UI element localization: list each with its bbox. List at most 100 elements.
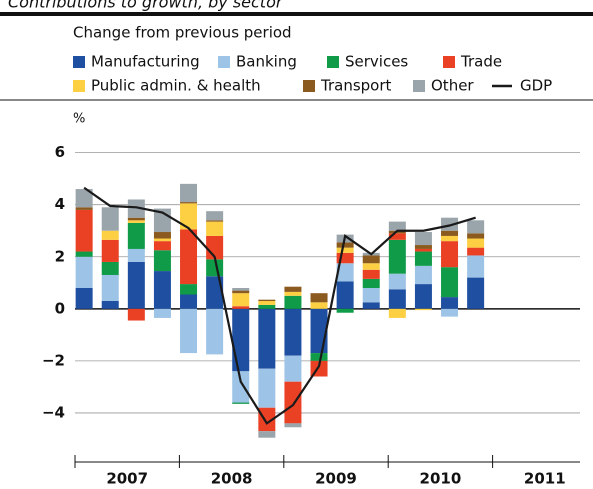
y-tick-label: 0 xyxy=(55,299,65,317)
bar-segment xyxy=(336,242,354,248)
top-rule xyxy=(0,12,593,16)
legend-label: GDP xyxy=(520,77,552,95)
bar-segment xyxy=(180,308,198,354)
legend-swatch xyxy=(413,80,425,92)
bar-segment xyxy=(258,299,276,302)
bar-segment xyxy=(180,284,198,295)
y-tick-label: 4 xyxy=(55,195,65,213)
bar-segment xyxy=(180,229,198,285)
x-tick-label: 2007 xyxy=(106,470,148,488)
gdp-line xyxy=(83,186,476,425)
bar-segment xyxy=(206,220,224,222)
bar-segment xyxy=(467,238,485,248)
legend-swatch xyxy=(73,56,85,68)
bar-segment xyxy=(180,202,198,204)
bar-segment xyxy=(310,293,328,303)
legend-label: Trade xyxy=(460,53,502,71)
bar-segment xyxy=(232,308,250,372)
bar-segment xyxy=(75,189,93,208)
legend-swatch xyxy=(73,80,85,92)
bar-segment xyxy=(388,273,406,290)
bar-segment xyxy=(153,271,171,309)
legend-label: Transport xyxy=(320,77,392,95)
bar-segment xyxy=(284,423,302,428)
y-tick-label: −4 xyxy=(42,403,65,421)
bar-segment xyxy=(336,247,354,253)
bar-segment xyxy=(232,402,250,404)
legend-label: Services xyxy=(345,53,408,71)
legend-label: Manufacturing xyxy=(91,53,200,71)
x-tick-label: 2010 xyxy=(420,470,462,488)
bar-segment xyxy=(362,287,380,303)
bar-segment xyxy=(258,407,276,432)
bar-segment xyxy=(258,308,276,369)
bar-segment xyxy=(258,304,276,309)
subtitle: Change from previous period xyxy=(73,24,292,42)
bar-segment xyxy=(206,308,224,355)
bar-segment xyxy=(414,251,432,266)
bar-segment xyxy=(362,255,380,264)
bar-segment xyxy=(206,211,224,221)
legend-swatch xyxy=(327,56,339,68)
bar-segment xyxy=(258,368,276,408)
bar-segment xyxy=(336,263,354,282)
bar-segment xyxy=(101,239,119,262)
bar-segment xyxy=(414,232,432,246)
x-tick-label: 2011 xyxy=(524,470,566,488)
bar-segment xyxy=(467,247,485,256)
bar-segment xyxy=(127,308,145,321)
bar-segment xyxy=(467,277,485,309)
legend-label: Banking xyxy=(236,53,297,71)
bar-segment xyxy=(467,220,485,234)
bar-segment xyxy=(127,220,145,223)
bar-segment xyxy=(101,230,119,240)
bar-segment xyxy=(414,308,432,311)
bar-segment xyxy=(362,302,380,309)
bar-segment xyxy=(75,209,93,252)
bar-segment xyxy=(206,276,224,309)
bar-segment xyxy=(75,251,93,257)
bar-segment xyxy=(362,278,380,288)
bar-segment xyxy=(101,274,119,302)
bar-segment xyxy=(284,295,302,309)
bar-segment xyxy=(153,250,171,272)
bar-segment xyxy=(258,431,276,438)
y-axis-label: % xyxy=(73,112,85,127)
legend-label: Public admin. & health xyxy=(91,77,261,95)
bar-segment xyxy=(127,248,145,262)
bar-segment xyxy=(336,308,354,313)
bar-segment xyxy=(180,203,198,230)
legend-label: Other xyxy=(431,77,474,95)
bar-segment xyxy=(414,265,432,285)
bar-segment xyxy=(232,306,250,309)
bar-segment xyxy=(232,371,250,403)
bar-segment xyxy=(414,248,432,252)
bar-segment xyxy=(101,207,119,231)
x-tick-label: 2009 xyxy=(315,470,357,488)
bar-segment xyxy=(258,301,276,305)
y-tick-label: 6 xyxy=(55,143,65,161)
bar-segment xyxy=(284,381,302,424)
bar-segment xyxy=(101,301,119,309)
bar-segment xyxy=(336,252,354,264)
bar-segment xyxy=(388,239,406,274)
chart-title: Contributions to growth, by sector xyxy=(8,0,284,12)
bar-segment xyxy=(206,221,224,236)
bar-segment xyxy=(127,222,145,249)
bar-segment xyxy=(310,353,328,361)
y-tick-label: −2 xyxy=(42,351,65,369)
bar-segment xyxy=(336,281,354,309)
bar-segment xyxy=(414,284,432,309)
bar-segment xyxy=(362,263,380,270)
bar-segment xyxy=(284,308,302,356)
bar-segment xyxy=(441,241,459,268)
bar-segment xyxy=(441,230,459,236)
bar-segment xyxy=(153,232,171,239)
bar-segment xyxy=(127,199,145,218)
bar-segment xyxy=(441,235,459,242)
bar-segment xyxy=(441,297,459,309)
bar-segment xyxy=(388,221,406,231)
bar-segment xyxy=(310,302,328,309)
bar-segment xyxy=(180,294,198,309)
